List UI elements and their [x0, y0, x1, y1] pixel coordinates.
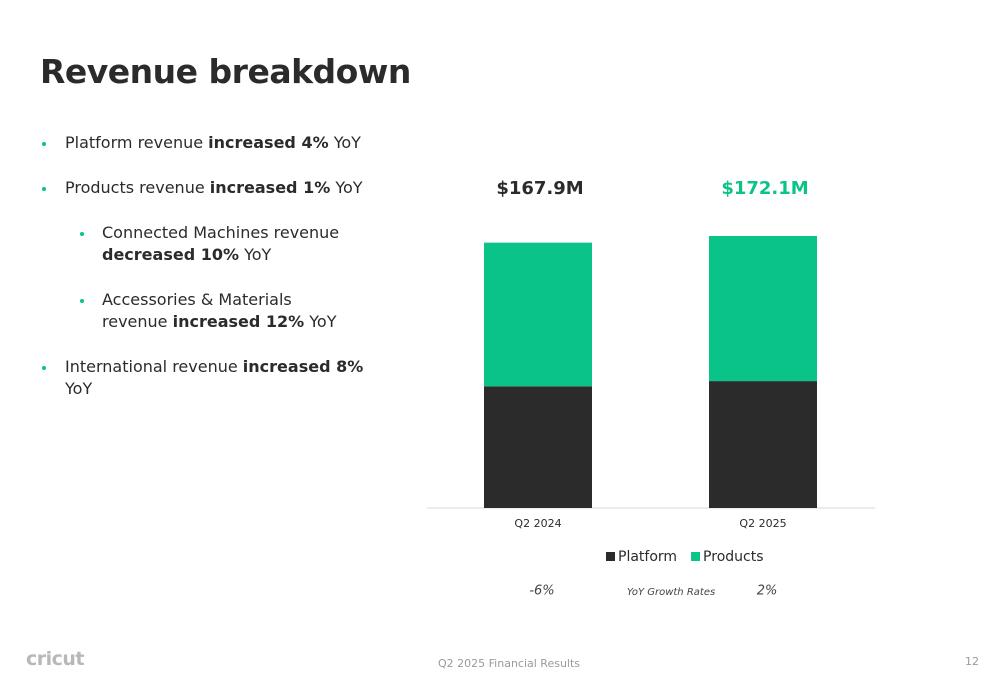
- bar-segment: [484, 242, 592, 387]
- page-number: 12: [965, 655, 979, 668]
- bullet: Products revenue increased 1% YoY: [40, 177, 380, 199]
- bar-segment: [484, 386, 592, 508]
- bullet: Connected Machines revenue decreased 10%…: [40, 222, 342, 266]
- bullet-text: Products revenue: [65, 178, 210, 197]
- bullet: Platform revenue increased 4% YoY: [40, 132, 380, 154]
- legend-label: Products: [703, 549, 763, 565]
- bullet-text: YoY: [328, 133, 361, 152]
- legend-swatch: [691, 552, 701, 561]
- legend-swatch: [606, 552, 615, 561]
- logo: cricut: [26, 648, 85, 670]
- growth-rate: 2%: [757, 584, 778, 599]
- bullet-emphasis: increased 8%: [242, 357, 364, 376]
- slide-title: Revenue breakdown: [40, 52, 411, 91]
- bullet-text: Accessories & Materials revenue: [102, 290, 292, 331]
- footer-text: Q2 2025 Financial Results: [438, 657, 581, 670]
- bullet-emphasis: increased 1%: [209, 178, 331, 197]
- bullet: International revenue increased 8% YoY: [40, 356, 380, 400]
- legend-label: Platform: [618, 549, 677, 565]
- bullet-emphasis: increased 12%: [172, 312, 305, 331]
- x-tick-label: Q2 2025: [739, 517, 786, 530]
- bullet-text: Platform revenue: [65, 133, 209, 152]
- bullet-text: YoY: [304, 312, 337, 331]
- bar-segment: [709, 381, 817, 508]
- total-label: $172.1M: [721, 178, 808, 199]
- bullet-emphasis: increased 4%: [208, 133, 329, 152]
- growth-rate: -6%: [529, 584, 554, 599]
- x-tick-label: Q2 2024: [514, 517, 561, 530]
- bullet: Accessories & Materials revenue increase…: [40, 289, 342, 333]
- bullet-text: International revenue: [65, 357, 243, 376]
- bullet-text: Connected Machines revenue: [102, 223, 340, 242]
- bullet-text: YoY: [239, 245, 272, 264]
- bullet-text: YoY: [330, 178, 363, 197]
- bullet-list: Platform revenue increased 4% YoY Product…: [40, 132, 380, 423]
- bar-segment: [709, 236, 817, 382]
- bullet-emphasis: decreased 10%: [102, 245, 240, 264]
- total-label: $167.9M: [496, 178, 583, 199]
- bullet-text: YoY: [65, 379, 93, 398]
- growth-label: YoY Growth Rates: [627, 587, 715, 598]
